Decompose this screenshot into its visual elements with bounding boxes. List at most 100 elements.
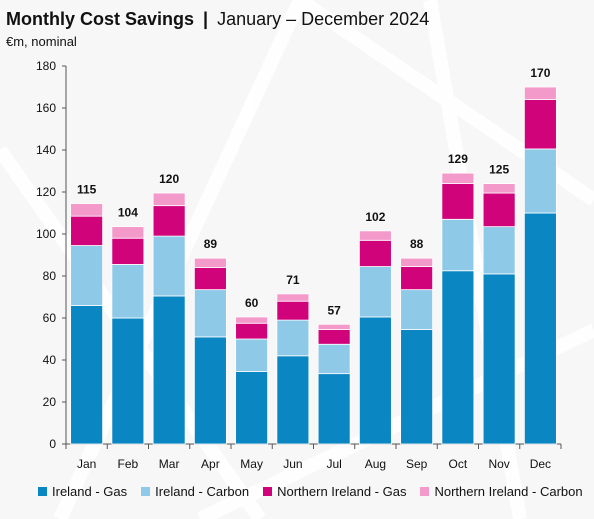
bar-segment	[111, 237, 145, 265]
bar-total-label: 89	[204, 237, 218, 251]
bar-segment	[235, 338, 269, 372]
legend-swatch	[141, 487, 151, 496]
stacked-bar-chart: 0 20 40 60 80 100 120 140 160 180 Jan 115 Feb 104 Mar 1…	[36, 59, 562, 471]
bar-total-label: 57	[327, 303, 341, 317]
bar-segment	[70, 215, 104, 246]
y-tick-label: 140	[36, 143, 56, 157]
bar-segment	[400, 257, 434, 267]
bar-segment	[70, 304, 104, 445]
bar-total-label: 88	[410, 237, 424, 251]
x-tick-label: Oct	[449, 457, 468, 471]
legend-swatch	[38, 487, 47, 496]
y-tick-label: 160	[36, 101, 56, 115]
legend-item-ireland-gas: Ireland - Gas	[38, 484, 127, 499]
bar-segment	[441, 218, 475, 272]
x-tick-label: Sep	[406, 457, 428, 471]
bar-total-label: 102	[365, 210, 385, 224]
x-tick-label: Aug	[365, 457, 386, 471]
bar-segment	[70, 245, 104, 306]
bar-segment	[193, 289, 227, 338]
bar-segment	[358, 316, 392, 445]
chart-title: Monthly Cost Savings | January – Decembe…	[6, 9, 429, 30]
bar-segment	[235, 371, 269, 445]
y-tick-label: 0	[49, 437, 56, 451]
y-tick-label: 180	[36, 59, 56, 73]
y-tick-label: 60	[43, 311, 57, 325]
legend-item-ireland-carbon: Ireland - Carbon	[141, 484, 249, 499]
bar-segment	[441, 183, 475, 220]
bar-total-label: 104	[118, 206, 138, 220]
x-tick-label: Nov	[488, 457, 509, 471]
bar-segment	[523, 99, 557, 150]
bar-segment	[235, 316, 269, 324]
bar-segment	[193, 336, 227, 445]
bar-total-label: 71	[286, 273, 300, 287]
legend-label: Ireland - Gas	[52, 484, 128, 499]
title-period: January – December 2024	[217, 9, 430, 29]
y-tick-label: 40	[43, 353, 57, 367]
bar-segment	[152, 192, 186, 207]
x-tick-label: Apr	[201, 457, 220, 471]
x-tick-label: Dec	[530, 457, 551, 471]
chart-legend: Ireland - Gas Ireland - Carbon Northern …	[38, 484, 583, 499]
bar-segment	[70, 203, 104, 217]
bar-segment	[193, 257, 227, 268]
bar-segment	[482, 226, 516, 275]
bar-segment	[358, 266, 392, 318]
legend-item-ni-carbon: Northern Ireland - Carbon	[420, 484, 583, 499]
bar-segment	[358, 230, 392, 241]
bar-segment	[400, 329, 434, 445]
bar-segment	[523, 148, 557, 214]
bar-segment	[111, 317, 145, 445]
bar-segment	[317, 343, 351, 375]
y-tick-label: 120	[36, 185, 56, 199]
title-separator: |	[203, 9, 209, 29]
bar-total-label: 125	[489, 163, 509, 177]
unit-label: €m, nominal	[6, 34, 77, 49]
bar-segment	[317, 373, 351, 445]
bar-total-label: 120	[159, 172, 179, 186]
bar-segment	[111, 226, 145, 239]
bar-segment	[152, 295, 186, 445]
x-tick-label: Feb	[118, 457, 139, 471]
bar-segment	[358, 239, 392, 267]
legend-swatch	[263, 487, 273, 496]
y-tick-label: 80	[43, 269, 57, 283]
x-tick-label: Mar	[159, 457, 180, 471]
bar-segment	[276, 300, 310, 321]
bar-total-label: 115	[77, 183, 97, 197]
bar-segment	[523, 212, 557, 445]
bar-total-label: 129	[448, 152, 468, 166]
legend-swatch	[420, 487, 430, 496]
legend-label: Northern Ireland - Carbon	[434, 484, 583, 499]
bar-segment	[482, 192, 516, 228]
bar-segment	[317, 323, 351, 330]
legend-label: Ireland - Carbon	[155, 484, 250, 499]
y-tick-label: 100	[36, 227, 56, 241]
x-tick-label: Jun	[283, 457, 302, 471]
x-tick-label: May	[240, 457, 263, 471]
bar-segment	[400, 289, 434, 330]
y-tick-label: 20	[43, 395, 57, 409]
bar-segment	[152, 205, 186, 237]
bar-segment	[482, 273, 516, 445]
bar-segment	[276, 293, 310, 302]
bar-segment	[400, 266, 434, 291]
bar-segment	[276, 355, 310, 445]
bar-segment	[111, 264, 145, 319]
bar-segment	[441, 270, 475, 445]
title-main: Monthly Cost Savings	[6, 9, 195, 29]
legend-label: Northern Ireland - Gas	[277, 484, 407, 499]
bar-total-label: 60	[245, 296, 259, 310]
bar-segment	[193, 267, 227, 291]
bar-segment	[235, 322, 269, 340]
bar-segment	[276, 319, 310, 357]
x-tick-label: Jul	[326, 457, 341, 471]
bar-total-label: 170	[530, 66, 550, 80]
legend-item-ni-gas: Northern Ireland - Gas	[263, 484, 406, 499]
bar-segment	[523, 86, 557, 101]
x-tick-label: Jan	[77, 457, 96, 471]
bar-segment	[317, 329, 351, 345]
bar-segment	[152, 235, 186, 297]
bar-segment	[441, 172, 475, 185]
